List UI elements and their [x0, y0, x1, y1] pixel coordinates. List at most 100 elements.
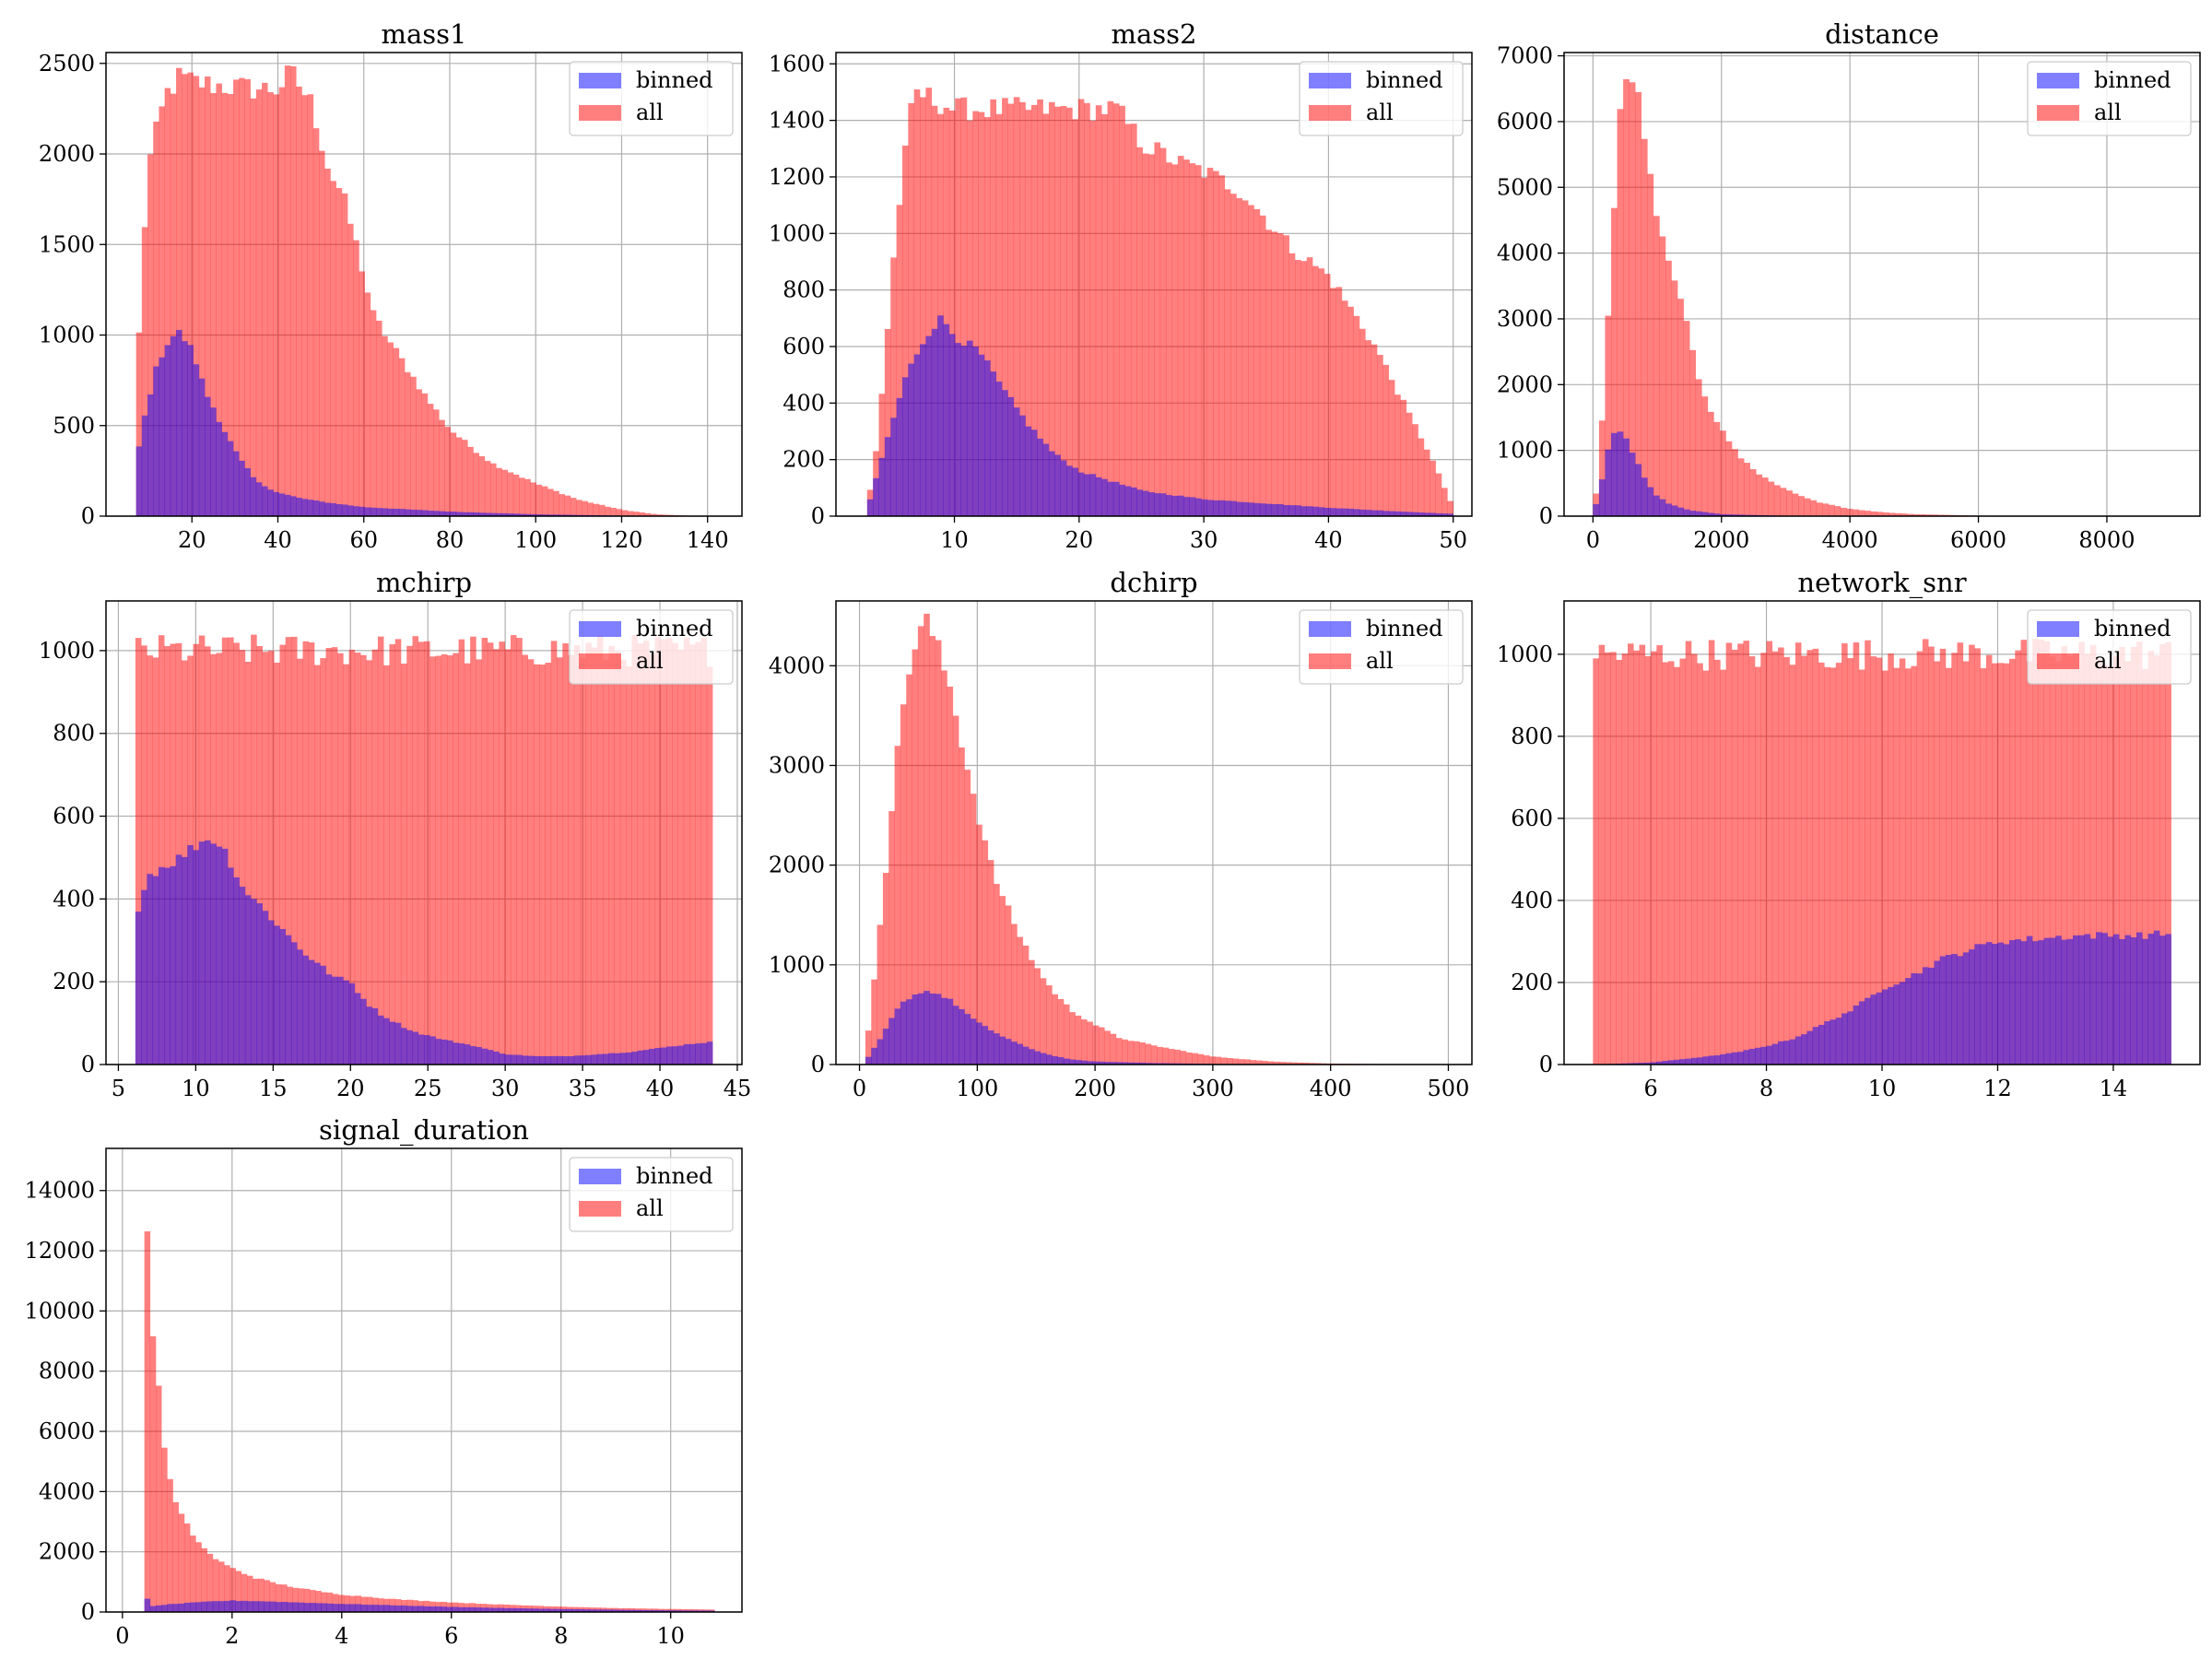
binned-bar — [550, 1055, 558, 1065]
binned-bar — [205, 840, 211, 1065]
binned-bar — [686, 1610, 692, 1612]
binned-bar — [700, 1042, 708, 1065]
all-bar — [1283, 235, 1289, 517]
all-bar — [603, 660, 609, 1065]
all-bar — [1218, 175, 1226, 516]
binned-bar — [941, 997, 947, 1065]
all-bar — [370, 310, 377, 516]
binned-bar — [1841, 1013, 1848, 1065]
all-bar — [218, 1561, 225, 1612]
binned-bar — [1124, 486, 1132, 516]
binned-bar — [1034, 1051, 1041, 1065]
binned-bar — [878, 457, 886, 516]
all-bar — [201, 1547, 207, 1612]
all-bar — [455, 437, 463, 516]
all-bar — [522, 654, 529, 1065]
binned-bar — [370, 507, 377, 516]
all-bar — [1939, 648, 1947, 1065]
binned-bar — [894, 1008, 901, 1065]
legend-label-all: all — [2094, 648, 2122, 674]
binned-bar — [1662, 1060, 1669, 1065]
all-bar — [877, 924, 884, 1065]
all-bar — [966, 120, 973, 516]
all-bar — [1707, 411, 1714, 516]
all-bar — [427, 404, 434, 516]
all-bar — [1888, 653, 1894, 1065]
binned-bar — [1441, 513, 1448, 516]
all-bar — [1241, 200, 1249, 517]
all-bar — [2020, 640, 2028, 1065]
binned-bar — [1150, 1063, 1158, 1065]
all-bar — [406, 645, 413, 1065]
legend-label-binned: binned — [2094, 67, 2171, 93]
binned-bar — [618, 1609, 624, 1612]
all-bar — [580, 657, 586, 1065]
all-bar — [1248, 205, 1254, 516]
binned-bar — [170, 865, 177, 1065]
all-bar — [493, 649, 500, 1065]
binned-bar — [1997, 942, 2005, 1065]
all-bar — [878, 394, 886, 516]
all-bar — [1641, 138, 1648, 517]
binned-bar — [1092, 1061, 1100, 1065]
all-bar — [1907, 513, 1913, 516]
legend-label-binned: binned — [1366, 67, 1443, 93]
all-bar — [650, 513, 657, 516]
all-bar — [290, 65, 297, 516]
all-bar — [1040, 978, 1047, 1065]
all-bar — [2026, 661, 2033, 1065]
all-bar — [1644, 655, 1652, 1065]
all-bar — [906, 674, 912, 1065]
legend-label-binned: binned — [1366, 616, 1443, 641]
binned-bar — [1394, 511, 1401, 516]
binned-bar — [210, 407, 217, 516]
binned-bar — [1288, 505, 1296, 516]
y-tick-label: 800 — [1511, 724, 1553, 749]
binned-bar — [2084, 934, 2091, 1065]
all-bar — [1162, 1047, 1170, 1065]
binned-bar — [1653, 495, 1660, 516]
binned-bar — [1647, 487, 1654, 516]
binned-bar — [354, 993, 361, 1065]
x-tick-label: 400 — [1310, 1076, 1352, 1101]
binned-bar — [1671, 505, 1678, 516]
binned-bar — [1928, 967, 1935, 1065]
all-bar — [1230, 194, 1237, 516]
all-bar — [1066, 107, 1073, 517]
legend: binned all — [1299, 61, 1464, 136]
all-bar — [935, 640, 942, 1065]
all-bar — [284, 65, 291, 516]
binned-bar — [335, 503, 343, 516]
all-bar — [227, 94, 234, 516]
binned-bar — [1353, 509, 1360, 516]
all-bar — [359, 271, 365, 516]
chart-title: signal_duration — [319, 1114, 529, 1147]
binned-bar — [999, 1036, 1006, 1065]
binned-bar — [2015, 939, 2021, 1065]
all-bar — [689, 644, 696, 1065]
binned-bar — [331, 976, 338, 1065]
all-bar — [183, 1523, 191, 1612]
all-bar — [637, 643, 644, 1065]
all-bar — [241, 1573, 248, 1612]
binned-bar — [1025, 426, 1032, 516]
all-bar — [1853, 641, 1860, 1065]
binned-bar — [654, 1047, 662, 1065]
y-tick-label: 12000 — [25, 1238, 95, 1264]
all-bar — [349, 1595, 356, 1612]
binned-bar — [258, 1601, 265, 1612]
all-bar — [1052, 994, 1058, 1065]
binned-bar — [1002, 390, 1008, 516]
binned-bar — [541, 514, 548, 516]
binned-bar — [964, 1014, 971, 1065]
binned-bar — [315, 1603, 322, 1612]
binned-bar — [1725, 1053, 1733, 1065]
x-tick-label: 4 — [335, 1623, 348, 1649]
all-bar — [262, 652, 269, 1065]
all-bar — [258, 1578, 265, 1612]
all-bar — [1069, 1012, 1076, 1065]
binned-bar — [537, 1608, 544, 1612]
all-bar — [1174, 1049, 1181, 1065]
binned-bar — [1957, 956, 1964, 1065]
binned-bar — [509, 1607, 516, 1612]
